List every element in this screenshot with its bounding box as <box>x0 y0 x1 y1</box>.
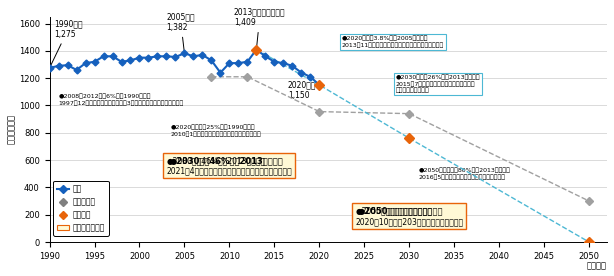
実績 <box>306 75 314 78</box>
実績 <box>73 68 80 71</box>
実績 <box>181 52 188 55</box>
実績 <box>145 56 152 59</box>
実績 <box>271 60 278 63</box>
実績 <box>55 64 62 68</box>
Y-axis label: （百万トン）: （百万トン） <box>7 114 16 144</box>
実績 <box>82 62 89 65</box>
実績 <box>91 60 98 63</box>
Text: ●2020年までに25%減（1990年比）
2010年1月、国連気候変動枠組条約事務局に提出: ●2020年までに25%減（1990年比） 2010年1月、国連気候変動枠組条約… <box>171 124 262 137</box>
実績 <box>172 55 179 59</box>
Text: ●2020年度に3.8%減（2005年度比）
2013年11月、国連気候変動枠組条約締約事務局に登録: ●2020年度に3.8%減（2005年度比） 2013年11月、国連気候変動枠組… <box>342 36 444 48</box>
Text: 2020年度
1,150: 2020年度 1,150 <box>288 81 319 100</box>
実績 <box>100 55 107 58</box>
実績 <box>127 59 134 62</box>
Line: 実績: 実績 <box>47 47 322 87</box>
実績 <box>208 59 215 62</box>
実績 <box>279 62 287 65</box>
実績 <box>226 62 233 65</box>
実績 <box>136 56 143 59</box>
実績 <box>235 62 242 65</box>
実績 <box>244 60 251 63</box>
Text: ●2050年カーボンニュートラル: ●2050年カーボンニュートラル <box>358 207 443 216</box>
実績 <box>253 48 260 51</box>
Text: ●2030年に46%減（2013年度比）
2021年4月、地球温暖化対策推進本部の会合で首相表明: ●2030年に46%減（2013年度比） 2021年4月、地球温暖化対策推進本部… <box>166 156 292 175</box>
実績 <box>163 55 170 58</box>
Text: ●2030年度に26%減（2013年度比）
2015年7月、地球温暖化対策推進本部決定
「日本の約束草案」: ●2030年度に26%減（2013年度比） 2015年7月、地球温暖化対策推進本… <box>396 75 480 93</box>
Text: ●2030年に46%減（2013年度比）: ●2030年に46%減（2013年度比） <box>169 156 283 165</box>
Text: ●2050年カーボンニュートラル
2020年10月、第203回国会で首相所信表明: ●2050年カーボンニュートラル 2020年10月、第203回国会で首相所信表明 <box>356 206 464 226</box>
Text: 1990年度
1,275: 1990年度 1,275 <box>51 19 83 65</box>
実績 <box>289 64 296 68</box>
実績 <box>64 63 71 67</box>
Text: ●2050年度までに80%減（2013年度比）
2016年5月、閣議決定「地球温暖化対策計画」: ●2050年度までに80%減（2013年度比） 2016年5月、閣議決定「地球温… <box>418 168 510 180</box>
Text: 2013年度（ピーク）
1,409: 2013年度（ピーク） 1,409 <box>234 7 286 47</box>
実績 <box>109 55 116 58</box>
実績 <box>316 83 323 87</box>
実績 <box>217 71 224 74</box>
実績 <box>46 66 53 70</box>
実績 <box>154 55 161 58</box>
実績 <box>298 71 305 74</box>
実績 <box>190 55 197 58</box>
実績 <box>118 60 125 63</box>
実績 <box>262 55 269 58</box>
Legend: 実績, 過去の目標, 最新目標, 最新目標の内容: 実績, 過去の目標, 最新目標, 最新目標の内容 <box>53 181 109 236</box>
Text: （年度）: （年度） <box>587 261 607 270</box>
Text: ●2008〜2012年に6%減（1990年比）
1997年12月、気候変動枠組条約第3回締約国会議で京都議定書採択: ●2008〜2012年に6%減（1990年比） 1997年12月、気候変動枠組条… <box>58 94 184 106</box>
実績 <box>199 53 206 57</box>
Text: 2005年度
1,382: 2005年度 1,382 <box>166 12 195 51</box>
